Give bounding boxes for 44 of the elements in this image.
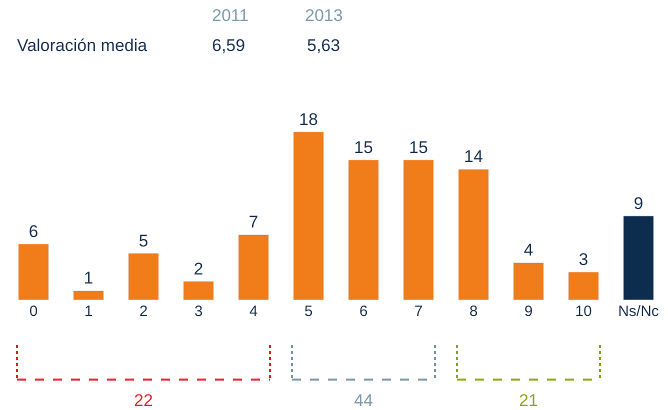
bar — [18, 244, 49, 300]
data-label: 4 — [524, 240, 534, 260]
text: 5,63 — [307, 36, 340, 55]
text: 2011 — [212, 6, 249, 25]
bar — [348, 160, 379, 300]
data-label: 15 — [409, 138, 428, 157]
data-label: 14 — [464, 147, 483, 166]
x-tick-label: 8 — [469, 303, 478, 320]
x-tick-label: 7 — [414, 303, 423, 320]
x-tick-label: 9 — [524, 303, 533, 320]
bar — [403, 160, 434, 300]
text: 22 — [134, 391, 153, 410]
bar — [623, 216, 654, 300]
data-label: 6 — [28, 222, 38, 241]
data-label: 15 — [354, 138, 373, 157]
bar — [293, 132, 324, 300]
x-tick-label: 2 — [139, 303, 148, 320]
data-label: 7 — [248, 212, 258, 232]
data-label: 1 — [84, 268, 94, 288]
bar — [73, 290, 104, 300]
bar — [513, 262, 544, 300]
bar — [458, 168, 489, 300]
x-tick-label: 4 — [249, 303, 258, 320]
data-label: 9 — [634, 194, 644, 213]
text: 6,59 — [212, 36, 246, 55]
x-tick-label: 1 — [84, 303, 93, 320]
data-label: 18 — [299, 110, 318, 129]
x-tick-label: 0 — [29, 303, 38, 320]
bar — [238, 234, 269, 300]
text: 44 — [354, 391, 373, 410]
x-tick-label: 3 — [194, 303, 203, 320]
bar — [568, 272, 599, 300]
text: 21 — [519, 391, 538, 410]
data-label: 3 — [578, 250, 588, 269]
text: Valoración media — [17, 36, 148, 55]
text: 2013 — [305, 6, 343, 25]
x-tick-label: Ns/Nc — [618, 303, 660, 320]
bar — [183, 281, 214, 300]
x-tick-label: 6 — [359, 303, 368, 320]
data-label: 2 — [194, 259, 204, 278]
data-label: 5 — [138, 231, 148, 250]
x-tick-label: 10 — [575, 303, 592, 320]
x-tick-label: 5 — [304, 303, 313, 320]
bar — [128, 253, 159, 300]
